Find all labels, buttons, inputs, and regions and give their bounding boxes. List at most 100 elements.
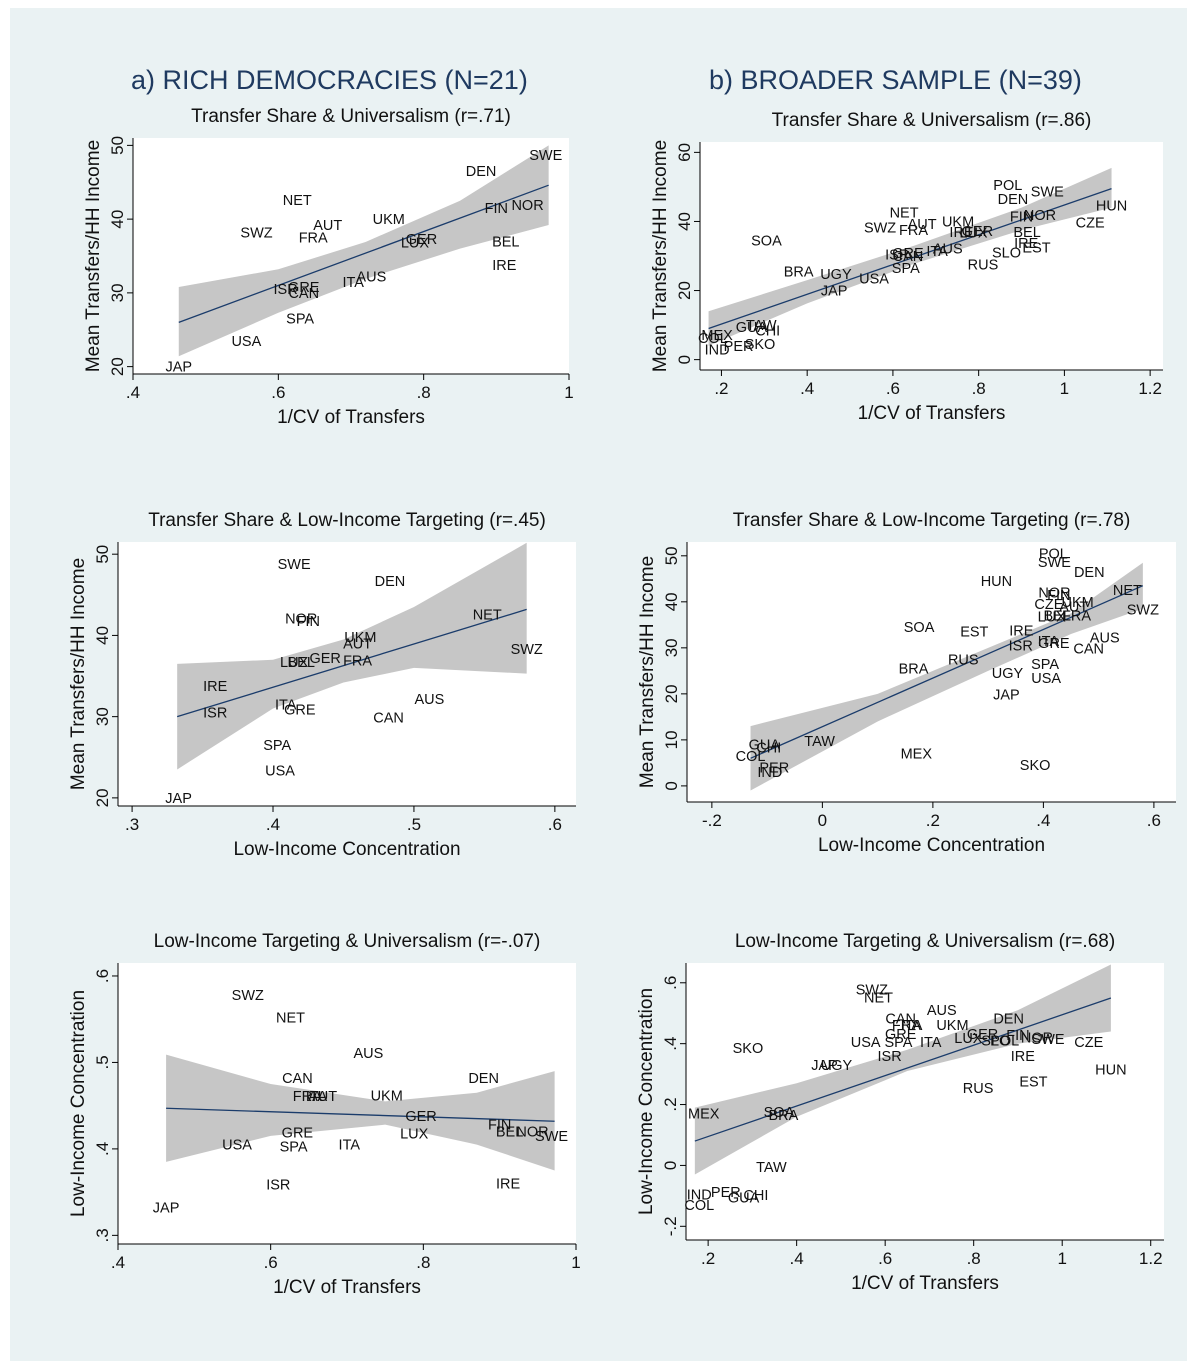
point-label: FRA — [899, 223, 928, 239]
point-label: DEN — [998, 192, 1029, 208]
point-label: SWE — [1032, 1032, 1065, 1048]
point-label: ISR — [1009, 639, 1033, 655]
fit-line — [166, 1107, 555, 1122]
x-tick-label: .4 — [800, 379, 814, 398]
x-tick-label: 1 — [571, 1253, 580, 1272]
fit-line — [708, 188, 1112, 330]
point-label: ITA — [306, 1089, 328, 1105]
point-label: IND — [757, 765, 782, 781]
point-label: NOR — [1024, 208, 1056, 224]
point-label: ITA — [1038, 634, 1060, 650]
point-label: CHI — [743, 1188, 768, 1204]
point-label: AUT — [908, 217, 937, 233]
point-label: DEN — [466, 164, 497, 180]
point-label: JAP — [993, 687, 1020, 703]
y-axis-title: Mean Transfers/HH Income — [637, 556, 658, 788]
x-tick-label: .4 — [111, 1253, 125, 1272]
x-tick-label: .6 — [1147, 811, 1161, 830]
point-label: ISR — [203, 706, 227, 722]
x-tick-label: .8 — [417, 383, 431, 402]
point-label: SWE — [278, 557, 311, 573]
point-label: GRE — [892, 246, 924, 262]
point-label: GER — [309, 651, 340, 667]
y-tick-label: 20 — [93, 788, 112, 807]
x-tick-label: .3 — [125, 815, 139, 834]
point-label: AUT — [1059, 599, 1088, 615]
point-label: CAN — [282, 1071, 313, 1087]
point-label: SPA — [286, 312, 314, 328]
confidence-band — [708, 167, 1112, 346]
x-tick-label: 1 — [1057, 1249, 1066, 1268]
point-label: SWZ — [864, 221, 896, 237]
x-tick-label: .4 — [1036, 811, 1050, 830]
point-label: GER — [967, 1027, 998, 1043]
point-label: IRE — [203, 679, 228, 695]
point-label: HUN — [981, 574, 1012, 590]
x-tick-label: .2 — [701, 1249, 715, 1268]
point-label: JAP — [165, 360, 192, 376]
point-label: LUX — [1038, 610, 1067, 626]
point-label: ITA — [275, 697, 297, 713]
point-label: BEL — [492, 234, 519, 250]
point-label: PER — [759, 760, 789, 776]
point-label: FIN — [297, 614, 320, 630]
point-label: SWZ — [856, 982, 888, 998]
point-label: USA — [859, 271, 889, 287]
point-label: IRE — [496, 1176, 521, 1192]
point-label: EST — [1022, 240, 1050, 256]
point-label: ITA — [342, 275, 364, 291]
point-label: BRA — [899, 662, 929, 678]
point-label: ITA — [901, 1018, 923, 1034]
y-tick-label: 0 — [662, 781, 681, 790]
point-label: FIN — [485, 201, 508, 217]
point-label: UGY — [820, 267, 852, 283]
point-label: IRE — [1011, 1049, 1036, 1065]
x-axis-title: 1/CV of Transfers — [277, 407, 425, 428]
point-label: LUX — [280, 655, 309, 671]
chart-title: Transfer Share & Universalism (r=.86) — [772, 110, 1092, 131]
point-label: UGY — [992, 666, 1024, 682]
point-label: POL — [990, 1034, 1019, 1050]
point-label: SOA — [904, 620, 935, 636]
chart-title: Low-Income Targeting & Universalism (r=.… — [735, 932, 1115, 952]
x-tick-label: .8 — [967, 1249, 981, 1268]
x-axis-title: Low-Income Concentration — [233, 839, 460, 860]
point-label: CAN — [288, 286, 319, 302]
point-label: DEN — [1074, 565, 1105, 581]
point-label: AUS — [927, 1003, 957, 1019]
point-label: SWE — [1038, 555, 1071, 571]
point-label: CHI — [756, 741, 781, 757]
point-label: GUA — [728, 1190, 760, 1206]
point-label: ITA — [339, 1138, 361, 1154]
point-label: AUT — [308, 1089, 337, 1105]
point-label: MEX — [701, 328, 733, 344]
point-label: LUX — [959, 226, 988, 242]
point-label: ISR — [274, 282, 298, 298]
point-label: UKM — [936, 1018, 968, 1034]
point-label: AUS — [933, 241, 963, 257]
y-axis-title: Mean Transfers/HH Income — [83, 140, 104, 372]
y-tick-label: 50 — [662, 546, 681, 565]
point-label: SWZ — [240, 225, 272, 241]
x-tick-label: .8 — [972, 379, 986, 398]
point-label: NET — [1113, 583, 1142, 599]
point-label: JAP — [165, 791, 192, 807]
confidence-band — [178, 145, 549, 357]
point-label: JAP — [153, 1201, 180, 1217]
point-label: GUA — [749, 737, 781, 753]
fit-line — [176, 608, 527, 718]
y-tick-label: .2 — [661, 1097, 680, 1111]
point-label: AUS — [356, 270, 386, 286]
point-label: SWE — [535, 1129, 568, 1145]
y-tick-label: 10 — [662, 730, 681, 749]
point-label: HUN — [1096, 199, 1127, 215]
y-tick-label: .5 — [93, 1055, 112, 1069]
x-tick-label: 1.2 — [1139, 1249, 1163, 1268]
point-label: CZE — [1074, 1035, 1103, 1051]
y-tick-label: 40 — [662, 592, 681, 611]
point-label: SOA — [764, 1105, 795, 1121]
point-label: BEL — [1043, 609, 1070, 625]
point-label: UKM — [942, 214, 974, 230]
point-label: COL — [736, 749, 766, 765]
point-label: SLO — [981, 1034, 1010, 1050]
